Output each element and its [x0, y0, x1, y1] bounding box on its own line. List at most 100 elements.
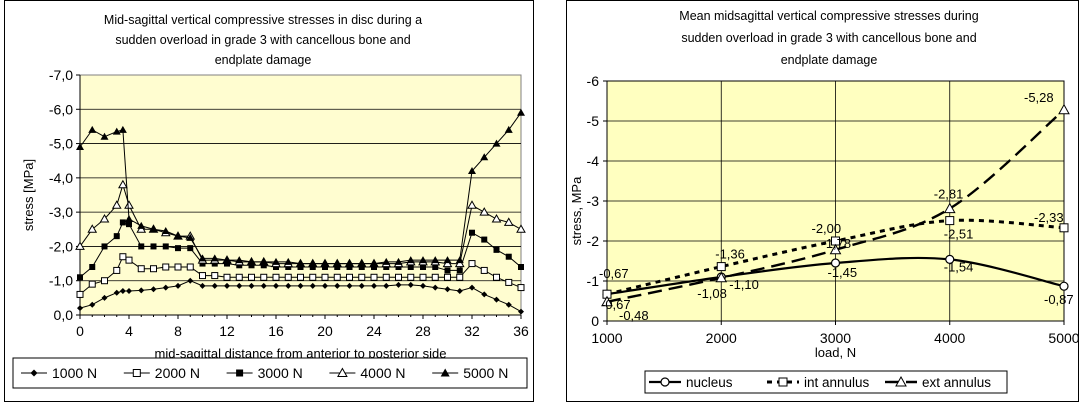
data-point: [943, 202, 956, 214]
x-tick-label: 3000: [820, 330, 851, 346]
data-label: -2,51: [944, 227, 974, 242]
data-point: [126, 221, 132, 228]
data-point: [118, 125, 127, 133]
data-point: [517, 108, 525, 116]
x-tick-label: 4000: [934, 330, 965, 346]
data-point: [431, 256, 440, 264]
data-point: [235, 273, 243, 281]
data-point: [175, 282, 181, 289]
data-point: [505, 278, 513, 286]
data-point: [150, 243, 157, 250]
data-label: -1,45: [828, 265, 858, 280]
chart-title-line: Mean midsagittal vertical compressive st…: [679, 9, 978, 23]
data-point: [518, 264, 524, 270]
data-point: [493, 246, 500, 253]
data-point: [945, 254, 955, 264]
data-point: [493, 296, 500, 303]
data-point: [174, 263, 182, 271]
data-point: [346, 282, 353, 289]
data-point: [346, 273, 353, 281]
data-label: -0,67: [599, 266, 629, 281]
right-chart-panel: Mean midsagittal vertical compressive st…: [566, 0, 1080, 402]
data-point: [138, 287, 145, 294]
data-point: [119, 253, 127, 261]
data-point: [407, 264, 414, 270]
left-chart-panel: Mid-sagittal vertical compressive stress…: [4, 0, 534, 402]
data-point: [443, 256, 452, 264]
data-point: [432, 264, 439, 270]
data-point: [370, 259, 378, 267]
data-point: [150, 286, 157, 293]
data-point: [113, 266, 121, 274]
data-point: [199, 272, 206, 280]
data-label: -1,10: [729, 277, 759, 292]
x-tick-label: 1000: [591, 330, 622, 346]
series-line-ext-annulus: [606, 108, 1065, 303]
data-point: [284, 257, 293, 265]
data-point: [223, 273, 231, 281]
data-point: [481, 291, 488, 298]
data-point: [1059, 281, 1069, 291]
data-point: [138, 243, 145, 250]
data-point: [101, 294, 108, 301]
legend-marker: [895, 375, 907, 387]
data-point: [100, 132, 109, 140]
data-point: [492, 139, 501, 147]
data-point: [516, 224, 526, 233]
legend: [644, 370, 1008, 394]
data-point: [162, 263, 170, 271]
y-axis-label: stress [MPa]: [21, 159, 36, 231]
data-point: [174, 232, 182, 240]
x-tick-label: 28: [415, 323, 431, 339]
x-tick-label: 16: [268, 323, 284, 339]
data-label: -2,81: [934, 187, 964, 202]
y-tick-label: 0,0: [54, 307, 74, 323]
data-point: [125, 215, 133, 222]
data-point: [126, 288, 132, 294]
data-point: [432, 284, 439, 291]
chart-title-line: endplate damage: [215, 53, 312, 67]
legend-label: 1000 N: [52, 365, 97, 381]
data-point: [113, 233, 120, 240]
legend-label: 2000 N: [155, 365, 200, 381]
chart-title-line: sudden overload in grade 3 with cancello…: [115, 33, 410, 47]
data-point: [223, 256, 231, 264]
y-tick-label: -5: [587, 113, 600, 129]
data-point: [357, 259, 366, 267]
data-point: [370, 273, 378, 281]
data-point: [481, 236, 488, 243]
data-point: [113, 289, 120, 296]
data-point: [101, 243, 108, 250]
data-point: [297, 273, 304, 281]
y-tick-label: -1: [587, 273, 600, 289]
legend-marker: [236, 369, 244, 377]
data-point: [1058, 103, 1070, 115]
data-point: [469, 229, 475, 236]
data-point: [186, 263, 194, 271]
data-point: [272, 273, 280, 281]
data-point: [87, 224, 98, 233]
data-point: [322, 282, 328, 289]
data-point: [321, 259, 329, 267]
data-point: [419, 256, 427, 264]
data-point: [285, 282, 292, 289]
data-point: [118, 179, 128, 189]
x-tick-label: 4: [125, 323, 133, 339]
legend-marker: [778, 377, 788, 387]
data-point: [124, 200, 134, 209]
data-point: [119, 288, 126, 294]
data-label: -2,00: [812, 221, 842, 236]
data-point: [829, 243, 842, 255]
data-point: [149, 225, 158, 233]
x-tick-label: 24: [366, 323, 382, 339]
legend-marker: [30, 369, 38, 377]
data-point: [248, 282, 255, 289]
y-tick-label: -2: [587, 233, 600, 249]
data-point: [456, 267, 463, 274]
data-point: [830, 258, 841, 268]
data-point: [198, 254, 207, 262]
y-tick-label: -5,0: [49, 136, 73, 152]
data-point: [309, 273, 317, 281]
right-chart: Mean midsagittal vertical compressive st…: [569, 9, 1080, 394]
y-tick-label: 0: [591, 313, 599, 329]
